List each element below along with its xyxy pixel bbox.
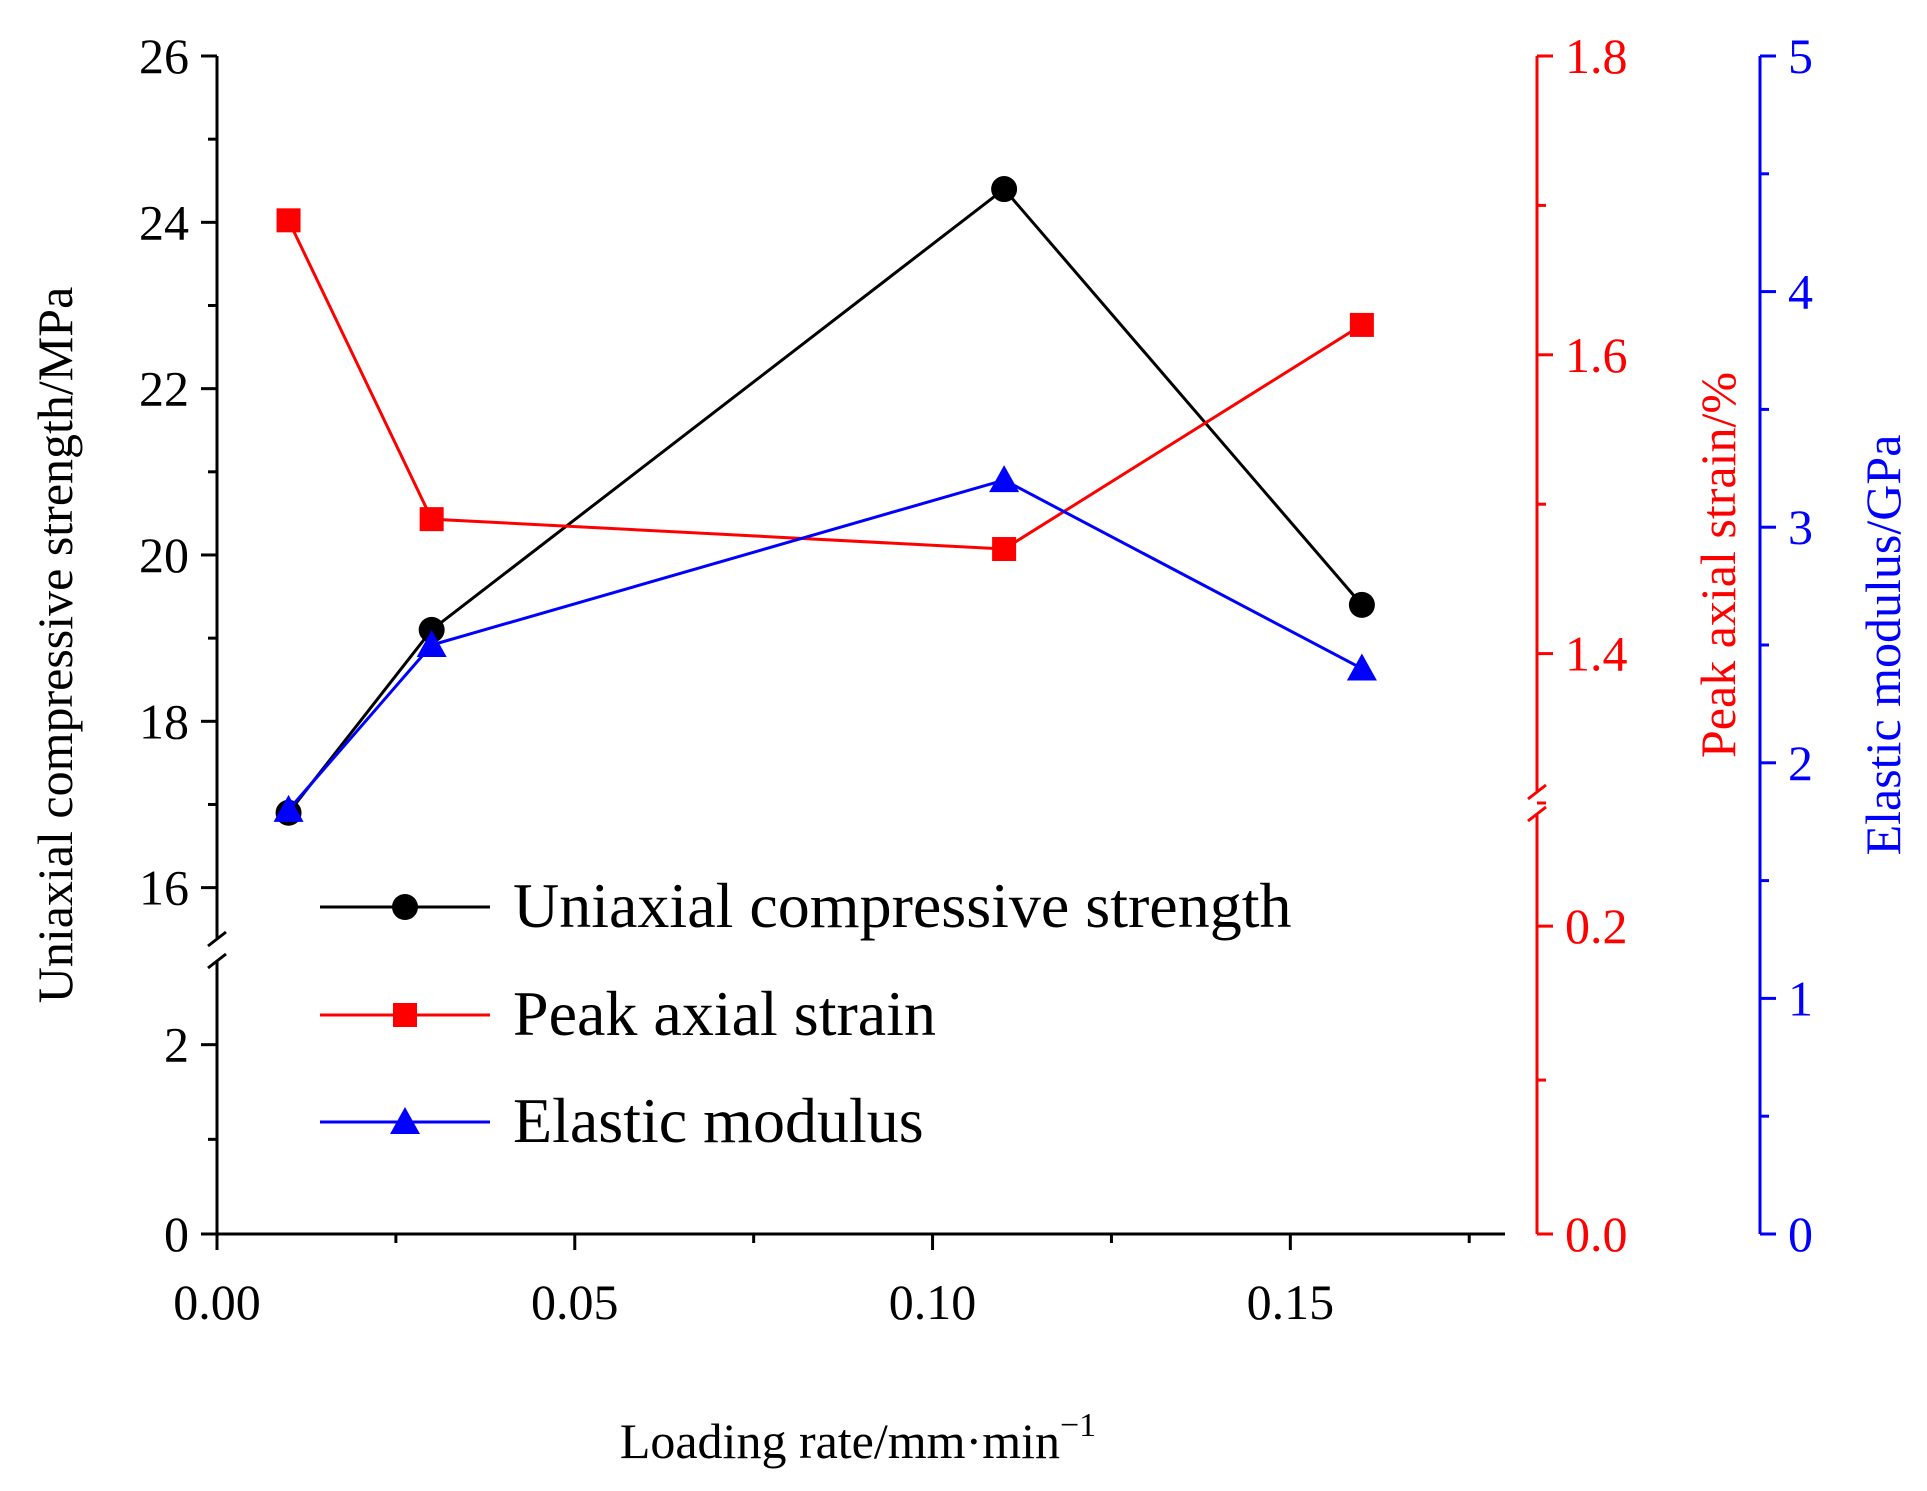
series-line-strain [287, 219, 1363, 551]
right1-tick-label: 1.8 [1565, 28, 1628, 84]
x-axis-title-main: Loading rate/mm·min [620, 1413, 1060, 1469]
x-tick-label: 0.00 [173, 1274, 261, 1330]
x-tick-label: 0.10 [889, 1274, 977, 1330]
right1-axis-break-mark [1527, 805, 1547, 823]
series-line-modulus [287, 478, 1363, 811]
right1-tick-label: 1.6 [1565, 327, 1628, 383]
right2-axis-title: Elastic modulus/GPa [1855, 435, 1911, 856]
data-point-modulus [1346, 653, 1377, 681]
left-axis-title: Uniaxial compressive strength/MPa [27, 287, 83, 1004]
right1-tick-label: 0.2 [1565, 898, 1628, 954]
data-point-strain [419, 507, 444, 532]
x-axis-title: Loading rate/mm·min−1 [620, 1407, 1096, 1469]
legend-marker-ucs [392, 894, 418, 920]
left-axis-break-mark [207, 930, 227, 948]
right2-tick-label: 1 [1788, 970, 1813, 1026]
legend-label-modulus: Elastic modulus [513, 1085, 924, 1156]
right2-tick-label: 4 [1788, 264, 1813, 320]
data-point-ucs [991, 176, 1018, 203]
right2-tick-label: 5 [1788, 28, 1813, 84]
series-layer [273, 176, 1377, 826]
data-point-strain [1349, 312, 1374, 337]
left-tick-label: 24 [139, 194, 189, 250]
legend: Uniaxial compressive strength Peak axial … [320, 870, 1291, 1156]
legend-label-strain: Peak axial strain [513, 978, 936, 1049]
right1-axis-break-mark [1527, 783, 1547, 801]
left-tick-label: 2 [164, 1017, 189, 1073]
left-tick-label: 22 [139, 361, 189, 417]
x-tick-label: 0.15 [1247, 1274, 1335, 1330]
legend-marker-strain [393, 1003, 417, 1027]
legend-label-ucs: Uniaxial compressive strength [513, 870, 1291, 941]
left-tick-label: 20 [139, 527, 189, 583]
x-tick-label: 0.05 [531, 1274, 619, 1330]
left-axis-break-mark [207, 952, 227, 970]
left-tick-label: 0 [164, 1206, 189, 1262]
right1-tick-label: 1.4 [1565, 626, 1628, 682]
data-point-strain [992, 537, 1017, 562]
x-axis-title-superscript: −1 [1060, 1407, 1096, 1444]
data-point-modulus [416, 630, 447, 657]
left-tick-label: 16 [139, 860, 189, 916]
data-point-strain [276, 208, 301, 233]
data-point-modulus [989, 465, 1020, 493]
left-tick-label: 18 [139, 693, 189, 749]
data-point-modulus [273, 794, 304, 822]
left-tick-label: 26 [139, 28, 189, 84]
data-point-ucs [418, 616, 445, 643]
right1-tick-label: 0.0 [1565, 1206, 1628, 1262]
right2-tick-label: 2 [1788, 735, 1813, 791]
right2-tick-label: 3 [1788, 499, 1813, 555]
legend-marker-modulus [390, 1107, 420, 1134]
series-line-ucs [287, 187, 1364, 814]
data-point-ucs [1348, 591, 1375, 618]
right1-axis-title: Peak axial strain/% [1690, 372, 1746, 758]
right2-tick-label: 0 [1788, 1206, 1813, 1262]
